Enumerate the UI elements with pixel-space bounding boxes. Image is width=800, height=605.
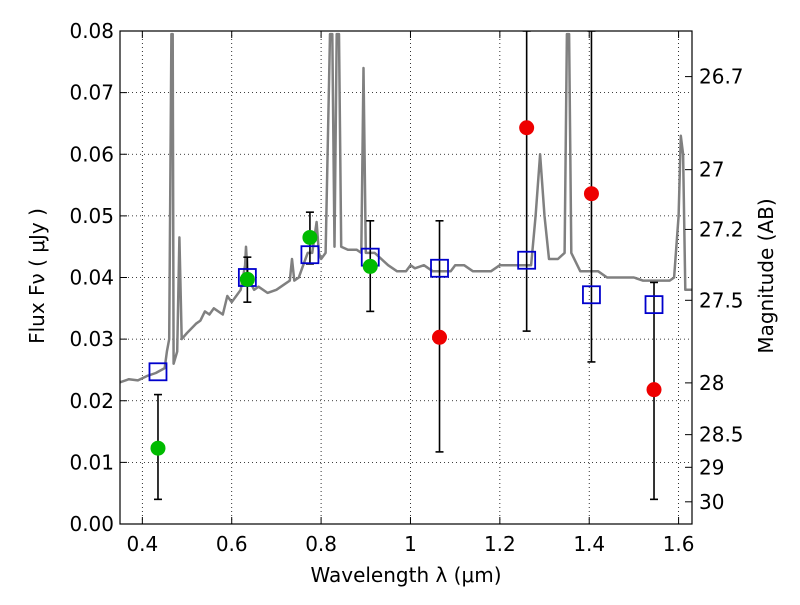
y-tick-label: 0.01	[69, 450, 114, 474]
model-spectrum-line	[120, 32, 692, 384]
x-tick-label: 0.8	[305, 532, 337, 556]
detection-point-green	[302, 229, 318, 245]
detection-point-red	[646, 382, 662, 398]
y-tick-label: 0.06	[69, 142, 114, 166]
model-photometry-square	[644, 295, 664, 315]
y-tick-label: 0.02	[69, 389, 114, 413]
y2-tick-label: 27	[699, 158, 724, 182]
y-tick-label: 0.08	[69, 19, 114, 43]
detection-point-red	[432, 329, 448, 345]
detection-point-green	[239, 271, 255, 287]
x-tick-label: 0.6	[216, 532, 248, 556]
x-tick-label: 1.6	[663, 532, 695, 556]
y2-tick-label: 30	[699, 490, 724, 514]
y-tick-label: 0.00	[69, 512, 114, 536]
x-tick-label: 1.4	[573, 532, 605, 556]
detection-point-green	[150, 440, 166, 456]
y-axis-label: Flux Fν ( μJy )	[25, 208, 49, 344]
y2-tick-label: 28	[699, 371, 724, 395]
x-axis-label: Wavelength λ (μm)	[310, 563, 501, 587]
y-tick-label: 0.04	[69, 266, 114, 290]
x-tick-label: 1	[404, 532, 417, 556]
x-tick-label: 1.2	[484, 532, 516, 556]
model-photometry-square	[582, 285, 601, 305]
model-photometry-square	[300, 245, 320, 265]
model-photometry-square	[517, 250, 537, 270]
grid	[120, 31, 692, 524]
y-tick-label: 0.03	[69, 327, 114, 351]
detection-point-green	[362, 258, 378, 274]
plot-data	[120, 31, 692, 501]
detection-point-red	[583, 186, 599, 202]
y2-tick-label: 28.5	[699, 423, 744, 447]
y2-tick-label: 29	[699, 455, 724, 479]
detection-point-red	[519, 120, 535, 136]
ticks: 0.4 0.6 0.8 1 1.2 1.4 1.6 0.00 0.01 0.02 0.03 0.04 0…	[69, 19, 743, 556]
y2-tick-label: 26.7	[699, 65, 744, 89]
model-photometry-square	[148, 362, 168, 382]
x-tick-label: 0.4	[126, 532, 158, 556]
model-photometry-square	[430, 258, 449, 278]
y2-axis-label: Magnitude (AB)	[754, 198, 778, 353]
y-tick-label: 0.05	[69, 204, 114, 228]
y2-tick-label: 27.5	[699, 288, 744, 312]
y-tick-label: 0.07	[69, 81, 114, 105]
y2-tick-label: 27.2	[699, 217, 744, 241]
